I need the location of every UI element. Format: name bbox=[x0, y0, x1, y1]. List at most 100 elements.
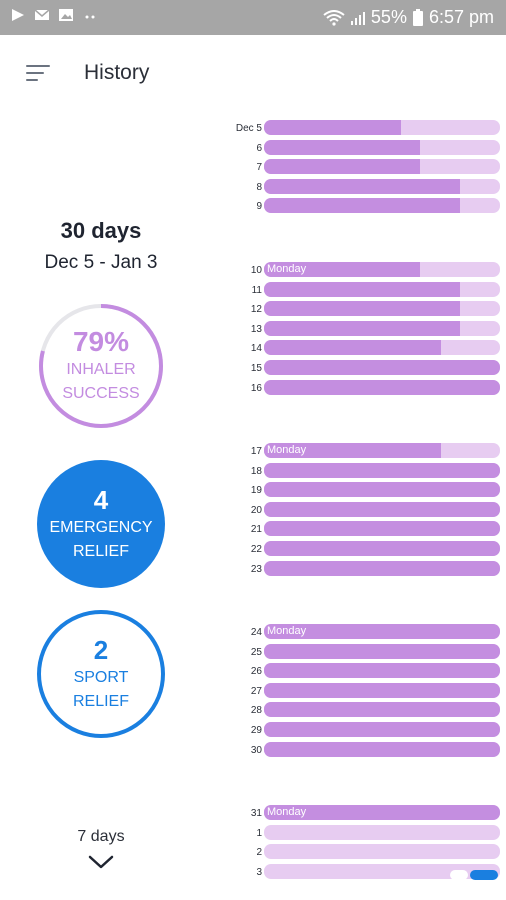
toggle-icon[interactable] bbox=[450, 869, 498, 881]
history-bar-track bbox=[264, 360, 500, 375]
history-bar-track bbox=[264, 281, 500, 297]
history-day-label: 8 bbox=[256, 181, 262, 193]
history-bar-track bbox=[264, 663, 500, 679]
sport-relief-badge[interactable]: 2 SPORT RELIEF bbox=[37, 610, 165, 738]
week-start-tag: Monday bbox=[267, 806, 307, 818]
history-bar-track: Monday bbox=[264, 443, 500, 458]
history-day-label: 15 bbox=[250, 363, 262, 374]
history-bar-track bbox=[264, 682, 500, 698]
history-row: 20 bbox=[0, 501, 506, 519]
battery-percent: 55% bbox=[370, 7, 407, 27]
history-day-label: 20 bbox=[250, 504, 262, 516]
history-day-label: Dec 5 bbox=[235, 123, 262, 134]
menu-line bbox=[26, 79, 38, 81]
wifi-icon bbox=[323, 9, 345, 26]
history-bar-fill bbox=[264, 521, 500, 537]
date-range: Dec 5 - Jan 3 bbox=[44, 252, 158, 273]
inhaler-success-gauge: 79% INHALER SUCCESS bbox=[38, 303, 164, 429]
history-row: 17 Monday bbox=[0, 443, 506, 460]
history-day-label: 23 bbox=[250, 563, 262, 575]
history-bar-fill bbox=[264, 643, 500, 659]
emergency-label-2: RELIEF bbox=[72, 542, 129, 560]
history-day-label: 3 bbox=[256, 866, 262, 878]
history-bar-fill bbox=[264, 501, 500, 517]
history-bar-track bbox=[264, 198, 500, 214]
notification-icons bbox=[10, 8, 98, 22]
history-bar-track bbox=[264, 643, 500, 659]
history-bar-fill bbox=[264, 281, 460, 297]
history-bar-fill bbox=[264, 320, 460, 336]
history-row: 3 bbox=[0, 863, 506, 881]
clock: 6:57 pm bbox=[428, 7, 494, 27]
history-day-label: 21 bbox=[250, 524, 262, 536]
history-bar-fill bbox=[264, 462, 500, 478]
history-bar-track bbox=[264, 320, 500, 336]
history-day-label: 2 bbox=[256, 847, 262, 859]
menu-button[interactable] bbox=[26, 65, 52, 83]
history-bar-track bbox=[264, 824, 500, 840]
history-bar-fill bbox=[264, 541, 500, 556]
sport-label-2: RELIEF bbox=[72, 692, 129, 710]
history-day-label: 25 bbox=[250, 646, 262, 658]
history-bar-fill bbox=[264, 340, 441, 356]
history-bar-fill bbox=[264, 741, 500, 757]
history-day-label: 6 bbox=[256, 142, 262, 154]
progress-ring bbox=[39, 304, 163, 428]
progress-ring-fill bbox=[39, 304, 163, 428]
history-row: 6 bbox=[0, 139, 506, 157]
history-row: 22 bbox=[0, 541, 506, 558]
history-bar-track bbox=[264, 139, 500, 155]
period-summary: 30 days Dec 5 - Jan 3 bbox=[0, 218, 202, 274]
period-switcher-label: 7 days bbox=[77, 828, 125, 845]
history-row: 9 bbox=[0, 198, 506, 215]
history-bar-fill bbox=[264, 120, 401, 135]
history-bar-fill bbox=[264, 178, 460, 194]
emergency-label-1: EMERGENCY bbox=[49, 518, 153, 536]
history-day-label: 27 bbox=[250, 685, 262, 697]
history-row: 25 bbox=[0, 643, 506, 661]
history-day-label: 12 bbox=[250, 304, 262, 316]
sport-label-1: SPORT bbox=[73, 668, 129, 686]
history-day-label: 22 bbox=[250, 544, 262, 555]
history-bar-track: Monday bbox=[264, 262, 500, 277]
history-day-label: 18 bbox=[250, 465, 262, 477]
history-day-label: 24 bbox=[250, 627, 262, 638]
history-row: 12 bbox=[0, 301, 506, 318]
history-bar-track bbox=[264, 501, 500, 517]
chevron-down-icon[interactable] bbox=[88, 854, 114, 870]
history-row: 30 bbox=[0, 741, 506, 759]
history-day-label: 26 bbox=[250, 666, 262, 678]
history-day-label: 29 bbox=[250, 725, 262, 736]
history-day-label: 19 bbox=[250, 485, 262, 497]
period-switcher[interactable]: 7 days bbox=[0, 828, 202, 870]
history-row: 27 bbox=[0, 682, 506, 700]
inhaler-label-2: SUCCESS bbox=[62, 385, 140, 402]
history-bar-track: Monday bbox=[264, 624, 500, 639]
history-row: 21 bbox=[0, 521, 506, 538]
history-row: Dec 5 bbox=[0, 120, 506, 137]
history-row: 7 bbox=[0, 159, 506, 176]
inhaler-label-1: INHALER bbox=[66, 361, 136, 378]
week-start-tag: Monday bbox=[267, 263, 307, 275]
history-row: 14 bbox=[0, 340, 506, 357]
history-bar-track bbox=[264, 482, 500, 498]
history-bar-fill bbox=[264, 360, 500, 375]
history-bar-track: Monday bbox=[264, 805, 500, 820]
history-bar-track bbox=[264, 301, 500, 317]
emergency-relief-badge[interactable]: 4 EMERGENCY RELIEF bbox=[37, 460, 165, 588]
history-row: 15 bbox=[0, 360, 506, 377]
history-bar-track bbox=[264, 159, 500, 175]
history-bar-fill bbox=[264, 379, 500, 395]
history-day-label: 10 bbox=[250, 265, 262, 276]
history-bar-track bbox=[264, 702, 500, 718]
sport-value: 2 bbox=[93, 634, 109, 665]
history-row: 24 Monday bbox=[0, 624, 506, 641]
history-bar-fill bbox=[264, 139, 420, 155]
history-day-label: 28 bbox=[250, 705, 262, 717]
history-bar-track bbox=[264, 340, 500, 356]
history-day-label: 7 bbox=[256, 162, 262, 174]
history-bar-track bbox=[264, 178, 500, 194]
history-bar-track bbox=[264, 521, 500, 537]
history-row: 11 bbox=[0, 281, 506, 299]
history-day-label: 1 bbox=[256, 827, 262, 839]
